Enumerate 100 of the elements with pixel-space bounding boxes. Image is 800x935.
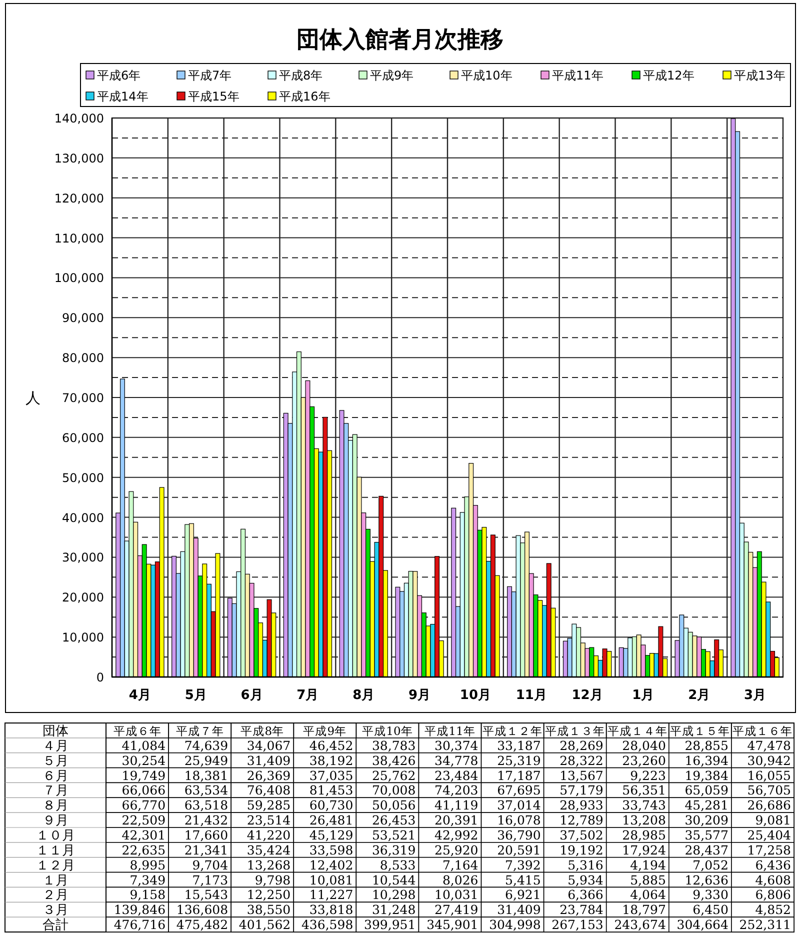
x-tick-label: 11月 [516,688,547,703]
legend-label: 平成14年 [97,90,148,104]
x-tick-label: 平成６年 [113,724,162,738]
data-label: 45,281 [684,798,728,813]
x-tick-label: 6月 [240,688,263,703]
data-label: 5,316 [568,857,604,872]
y-tick-label: 20,000 [62,590,104,605]
y-tick-label: １０月 [36,828,75,844]
data-label: 21,341 [184,842,228,858]
data-label: 25,319 [497,752,541,768]
y-tick-label: 0 [96,670,104,684]
data-label: 9,081 [755,812,791,828]
data-label: 28,933 [560,798,604,813]
legend-label: 平成16年 [279,90,330,104]
x-tick-label: 平成１４年 [608,724,668,738]
y-tick-label: 140,000 [54,112,104,126]
data-label: 66,066 [122,782,166,798]
data-label: 13,268 [246,857,291,872]
data-label: 7,052 [692,857,728,872]
y-tick-label: ２月 [42,888,68,904]
data-label: 136,608 [176,902,228,918]
x-tick-label: 平成10年 [362,724,413,738]
data-label: 6,366 [568,887,604,902]
data-label: 36,790 [497,827,541,842]
data-label: 30,209 [684,812,728,828]
data-label: 63,518 [184,798,228,813]
x-tick-label: 12月 [572,688,603,703]
data-label: 23,514 [246,812,291,828]
data-label: 42,992 [434,827,478,842]
data-label: 6,806 [755,887,792,902]
y-tick-label: ６月 [42,768,68,784]
data-label: 10,031 [434,887,478,902]
data-label: 21,432 [184,812,228,828]
y-tick-label: １１月 [36,843,75,858]
data-label: 74,203 [434,782,478,798]
data-label: 6,921 [505,887,541,902]
data-label: 4,852 [755,902,791,918]
data-label: 15,543 [184,887,228,902]
data-label: 20,591 [497,842,541,858]
data-label: 31,248 [372,902,416,918]
data-label: 10,544 [372,872,416,888]
legend-label: 平成7年 [188,68,232,82]
data-label: 47,478 [747,738,792,753]
data-label: 74,639 [184,738,228,753]
y-tick-label: 40,000 [62,510,104,525]
data-label: 16,394 [684,752,728,768]
data-label: 28,437 [684,842,728,858]
data-label: 41,220 [246,827,291,842]
data-label: 18,381 [184,768,228,783]
data-label: 23,484 [434,768,478,783]
data-label: 5,885 [630,872,666,888]
y-tick-label: ５月 [42,754,68,769]
y-axis-title: 人 [26,389,40,407]
y-tick-label: 10,000 [62,630,104,645]
data-label: 7,173 [192,872,228,888]
data-label: 26,686 [747,798,792,813]
x-tick-label: 10月 [460,688,492,703]
y-tick-label: 合計 [42,918,68,934]
y-tick-label: 90,000 [62,311,104,326]
legend-label: 平成15年 [188,90,240,104]
data-label: 5,415 [505,872,541,888]
data-label: 345,901 [426,917,478,932]
data-label: 34,778 [434,752,478,768]
data-label: 17,187 [497,768,541,783]
data-label: 304,664 [676,917,728,932]
x-tick-label: 平成１５年 [670,724,730,738]
x-tick-label: 平成１２年 [482,724,543,738]
x-tick-label: 平成７年 [176,724,224,738]
data-label: 31,409 [246,752,291,768]
data-label: 10,081 [309,872,354,888]
data-label: 23,260 [622,752,666,768]
x-tick-label: 2月 [688,688,710,703]
x-tick-label: 5月 [184,688,207,703]
data-label: 67,695 [497,782,541,798]
data-label: 33,598 [309,842,354,858]
data-label: 46,452 [309,738,354,753]
data-label: 50,056 [372,798,416,813]
data-label: 12,250 [246,887,291,902]
data-label: 37,014 [497,798,541,813]
data-label: 19,384 [684,768,728,783]
data-label: 25,920 [434,842,478,858]
data-label: 399,951 [364,917,416,932]
data-label: 60,730 [309,798,354,813]
data-label: 6,450 [692,902,728,918]
data-label: 9,223 [630,768,666,783]
y-tick-label: 80,000 [62,351,104,366]
y-tick-label: １２月 [36,858,75,874]
y-tick-label: 120,000 [54,191,104,206]
data-label: 243,674 [614,917,666,932]
y-tick-label: 70,000 [62,391,104,405]
legend-label: 平成12年 [643,68,694,82]
data-label: 17,660 [184,827,228,842]
data-label: 252,311 [739,917,791,932]
data-label: 17,258 [747,842,792,858]
y-tick-label: １月 [42,873,68,888]
x-tick-label: 平成11年 [424,724,476,738]
data-label: 26,453 [372,812,416,828]
data-label: 28,040 [622,738,666,753]
data-label: 13,208 [622,812,666,828]
data-label: 57,179 [560,782,604,798]
